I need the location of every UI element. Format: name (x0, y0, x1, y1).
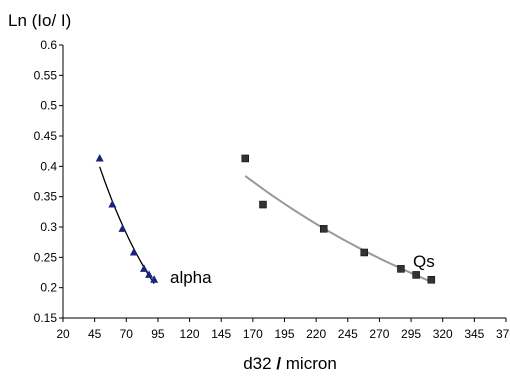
axes: 0.15 0.2 0.25 0.3 0.35 0.4 0.45 0.5 0.55 0.6 20 45 7… (34, 38, 510, 341)
x-axis-title: d32 / micron (243, 354, 337, 373)
data-point-qs (259, 200, 267, 209)
data-point-alpha (145, 270, 154, 278)
x-axis-title-slash: / (276, 354, 281, 373)
x-tick-label: 320 (433, 327, 453, 341)
data-point-alpha (150, 275, 159, 283)
x-tick-label: 70 (120, 327, 134, 341)
x-tick-label: 245 (338, 327, 358, 341)
x-axis-title-unit: micron (281, 354, 337, 373)
y-tick-label: 0.55 (34, 68, 58, 82)
x-tick-label: 145 (211, 327, 231, 341)
trendlines (99, 166, 432, 284)
series-label-qs: Qs (413, 252, 435, 271)
trendline-alpha (99, 166, 155, 284)
x-tick-label: 370 (496, 327, 510, 341)
y-tick-label: 0.3 (40, 220, 57, 234)
data-point-qs (397, 265, 405, 273)
data-point-alpha (95, 153, 104, 162)
y-tick-label: 0.35 (34, 190, 58, 204)
x-tick-label: 345 (464, 327, 484, 341)
data-point-alpha (140, 264, 149, 272)
series-label-alpha: alpha (170, 268, 212, 287)
y-tick-label: 0.45 (34, 129, 58, 143)
data-point-alpha (118, 224, 127, 232)
data-point-qs (319, 225, 328, 233)
y-tick-label: 0.2 (40, 281, 57, 295)
x-tick-label: 95 (151, 327, 165, 341)
x-axis-title-main: d32 (243, 354, 276, 373)
data-points (95, 153, 436, 284)
x-tick-label: 20 (56, 327, 70, 341)
data-point-qs (360, 248, 368, 257)
data-point-alpha (129, 247, 138, 256)
x-tick-label: 220 (306, 327, 326, 341)
x-tick-label: 195 (274, 327, 294, 341)
x-tick-label: 120 (180, 327, 200, 341)
x-tick-label: 170 (243, 327, 263, 341)
y-tick-label: 0.25 (34, 250, 58, 264)
y-tick-label: 0.6 (40, 38, 57, 52)
x-tick-label: 45 (88, 327, 102, 341)
data-point-qs (241, 154, 250, 163)
y-tick-label: 0.5 (40, 99, 57, 113)
data-point-qs (427, 276, 436, 284)
y-axis-title: Ln (Io/ I) (8, 11, 71, 30)
x-tick-label: 270 (369, 327, 389, 341)
y-tick-label: 0.15 (34, 311, 58, 325)
x-tick-label: 295 (401, 327, 421, 341)
data-point-qs (412, 271, 420, 279)
data-point-alpha (108, 200, 117, 208)
y-tick-label: 0.4 (40, 159, 57, 173)
